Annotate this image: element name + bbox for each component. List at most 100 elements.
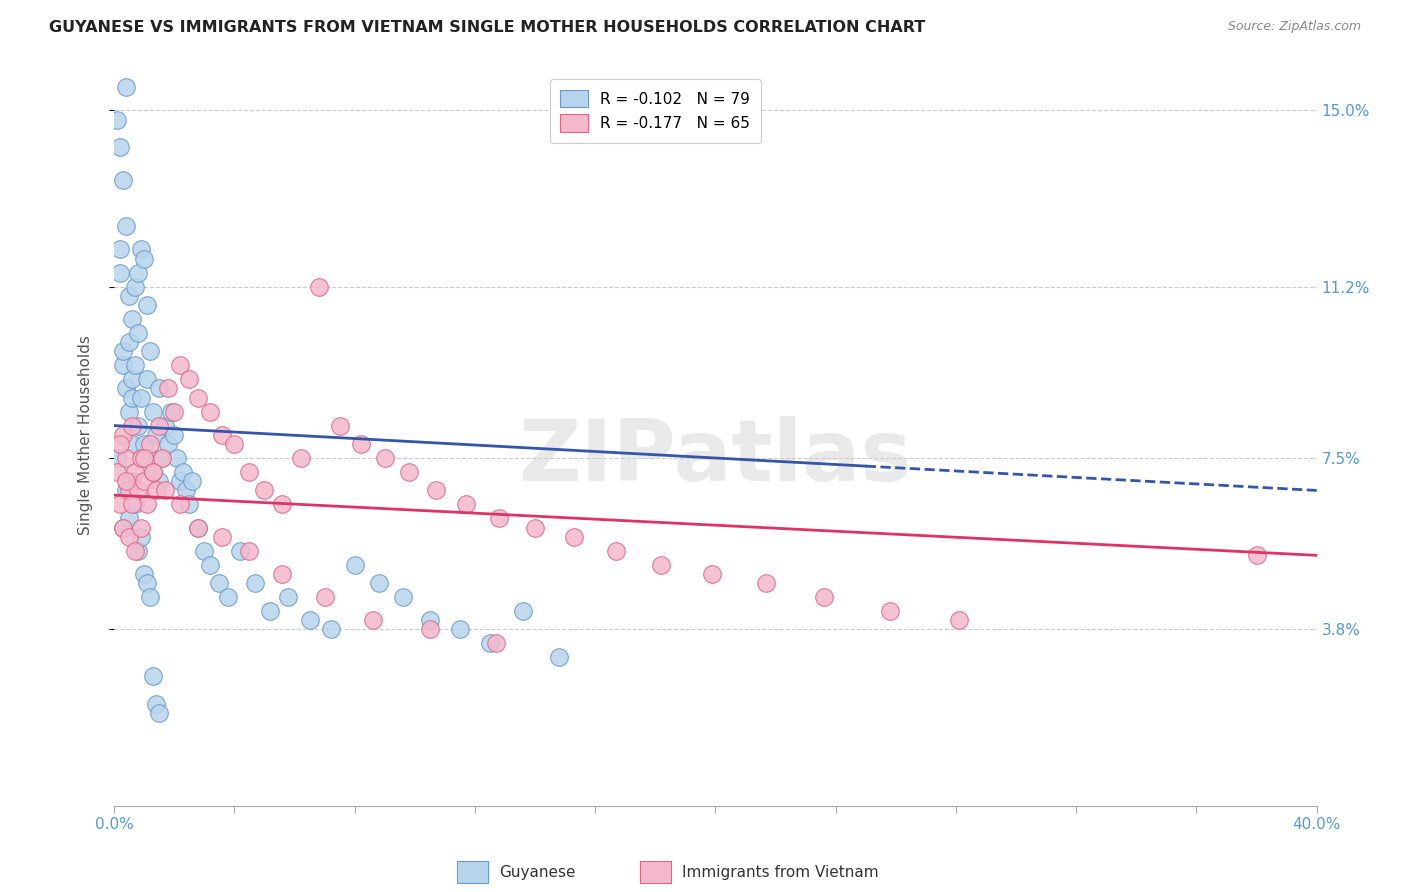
Point bbox=[169, 497, 191, 511]
Point bbox=[124, 543, 146, 558]
Point bbox=[343, 558, 366, 572]
Point bbox=[112, 520, 135, 534]
Point bbox=[108, 243, 131, 257]
Point bbox=[361, 613, 384, 627]
Point bbox=[211, 530, 233, 544]
Point bbox=[134, 450, 156, 465]
Point bbox=[181, 474, 204, 488]
Point bbox=[391, 590, 413, 604]
Point bbox=[277, 590, 299, 604]
Point bbox=[142, 465, 165, 479]
Point bbox=[308, 279, 330, 293]
Point bbox=[298, 613, 321, 627]
Point bbox=[127, 543, 149, 558]
Point bbox=[121, 437, 143, 451]
Point bbox=[139, 344, 162, 359]
Point bbox=[702, 566, 724, 581]
Point bbox=[229, 543, 252, 558]
Point bbox=[115, 483, 138, 498]
Point bbox=[115, 219, 138, 234]
Point bbox=[150, 450, 173, 465]
Point bbox=[134, 566, 156, 581]
Y-axis label: Single Mother Households: Single Mother Households bbox=[79, 334, 93, 535]
Point bbox=[118, 530, 141, 544]
Point bbox=[139, 590, 162, 604]
Point bbox=[478, 636, 501, 650]
Point bbox=[129, 530, 152, 544]
Point bbox=[217, 590, 239, 604]
Point bbox=[127, 266, 149, 280]
Point bbox=[105, 465, 128, 479]
Point bbox=[118, 483, 141, 498]
Point bbox=[129, 391, 152, 405]
Point bbox=[129, 520, 152, 534]
Point bbox=[148, 706, 170, 720]
Point bbox=[172, 465, 194, 479]
Point bbox=[108, 497, 131, 511]
Point bbox=[155, 418, 177, 433]
Point bbox=[605, 543, 627, 558]
Point bbox=[349, 437, 371, 451]
Point bbox=[142, 669, 165, 683]
Point bbox=[148, 418, 170, 433]
Point bbox=[419, 623, 441, 637]
Point bbox=[142, 404, 165, 418]
Point bbox=[179, 497, 201, 511]
Point bbox=[105, 450, 128, 465]
Point bbox=[148, 474, 170, 488]
Point bbox=[374, 450, 396, 465]
Point bbox=[948, 613, 970, 627]
Point bbox=[211, 427, 233, 442]
Text: Immigrants from Vietnam: Immigrants from Vietnam bbox=[682, 865, 879, 880]
Point bbox=[879, 604, 901, 618]
Point bbox=[208, 576, 231, 591]
Point bbox=[124, 279, 146, 293]
Point bbox=[118, 335, 141, 350]
Point bbox=[367, 576, 389, 591]
Point bbox=[112, 173, 135, 187]
Point bbox=[136, 298, 159, 312]
Point bbox=[157, 382, 180, 396]
Point bbox=[224, 437, 246, 451]
Point bbox=[169, 474, 191, 488]
Point bbox=[253, 483, 276, 498]
Point bbox=[121, 497, 143, 511]
Point bbox=[127, 418, 149, 433]
Point bbox=[115, 80, 138, 95]
Point bbox=[174, 483, 197, 498]
Point bbox=[115, 474, 138, 488]
Point bbox=[449, 623, 471, 637]
Point bbox=[112, 427, 135, 442]
Point bbox=[124, 497, 146, 511]
Point bbox=[485, 636, 508, 650]
Point bbox=[121, 372, 143, 386]
Point bbox=[398, 465, 420, 479]
Point bbox=[200, 404, 222, 418]
Text: Source: ZipAtlas.com: Source: ZipAtlas.com bbox=[1227, 20, 1361, 33]
Point bbox=[419, 613, 441, 627]
Point bbox=[121, 474, 143, 488]
Point bbox=[650, 558, 672, 572]
Point bbox=[1246, 549, 1268, 563]
Point bbox=[179, 372, 201, 386]
Point bbox=[238, 543, 260, 558]
Point bbox=[118, 511, 141, 525]
Point bbox=[163, 427, 186, 442]
Point bbox=[124, 359, 146, 373]
Point bbox=[245, 576, 267, 591]
Point bbox=[127, 483, 149, 498]
Point bbox=[169, 359, 191, 373]
Point bbox=[121, 418, 143, 433]
Point bbox=[488, 511, 510, 525]
Point bbox=[319, 623, 342, 637]
Point bbox=[121, 312, 143, 326]
Point bbox=[329, 418, 352, 433]
Point bbox=[271, 497, 294, 511]
Point bbox=[112, 359, 135, 373]
Point bbox=[145, 697, 167, 711]
Point bbox=[193, 543, 215, 558]
Point bbox=[187, 520, 209, 534]
Point bbox=[139, 437, 162, 451]
Point bbox=[115, 382, 138, 396]
Point bbox=[108, 266, 131, 280]
